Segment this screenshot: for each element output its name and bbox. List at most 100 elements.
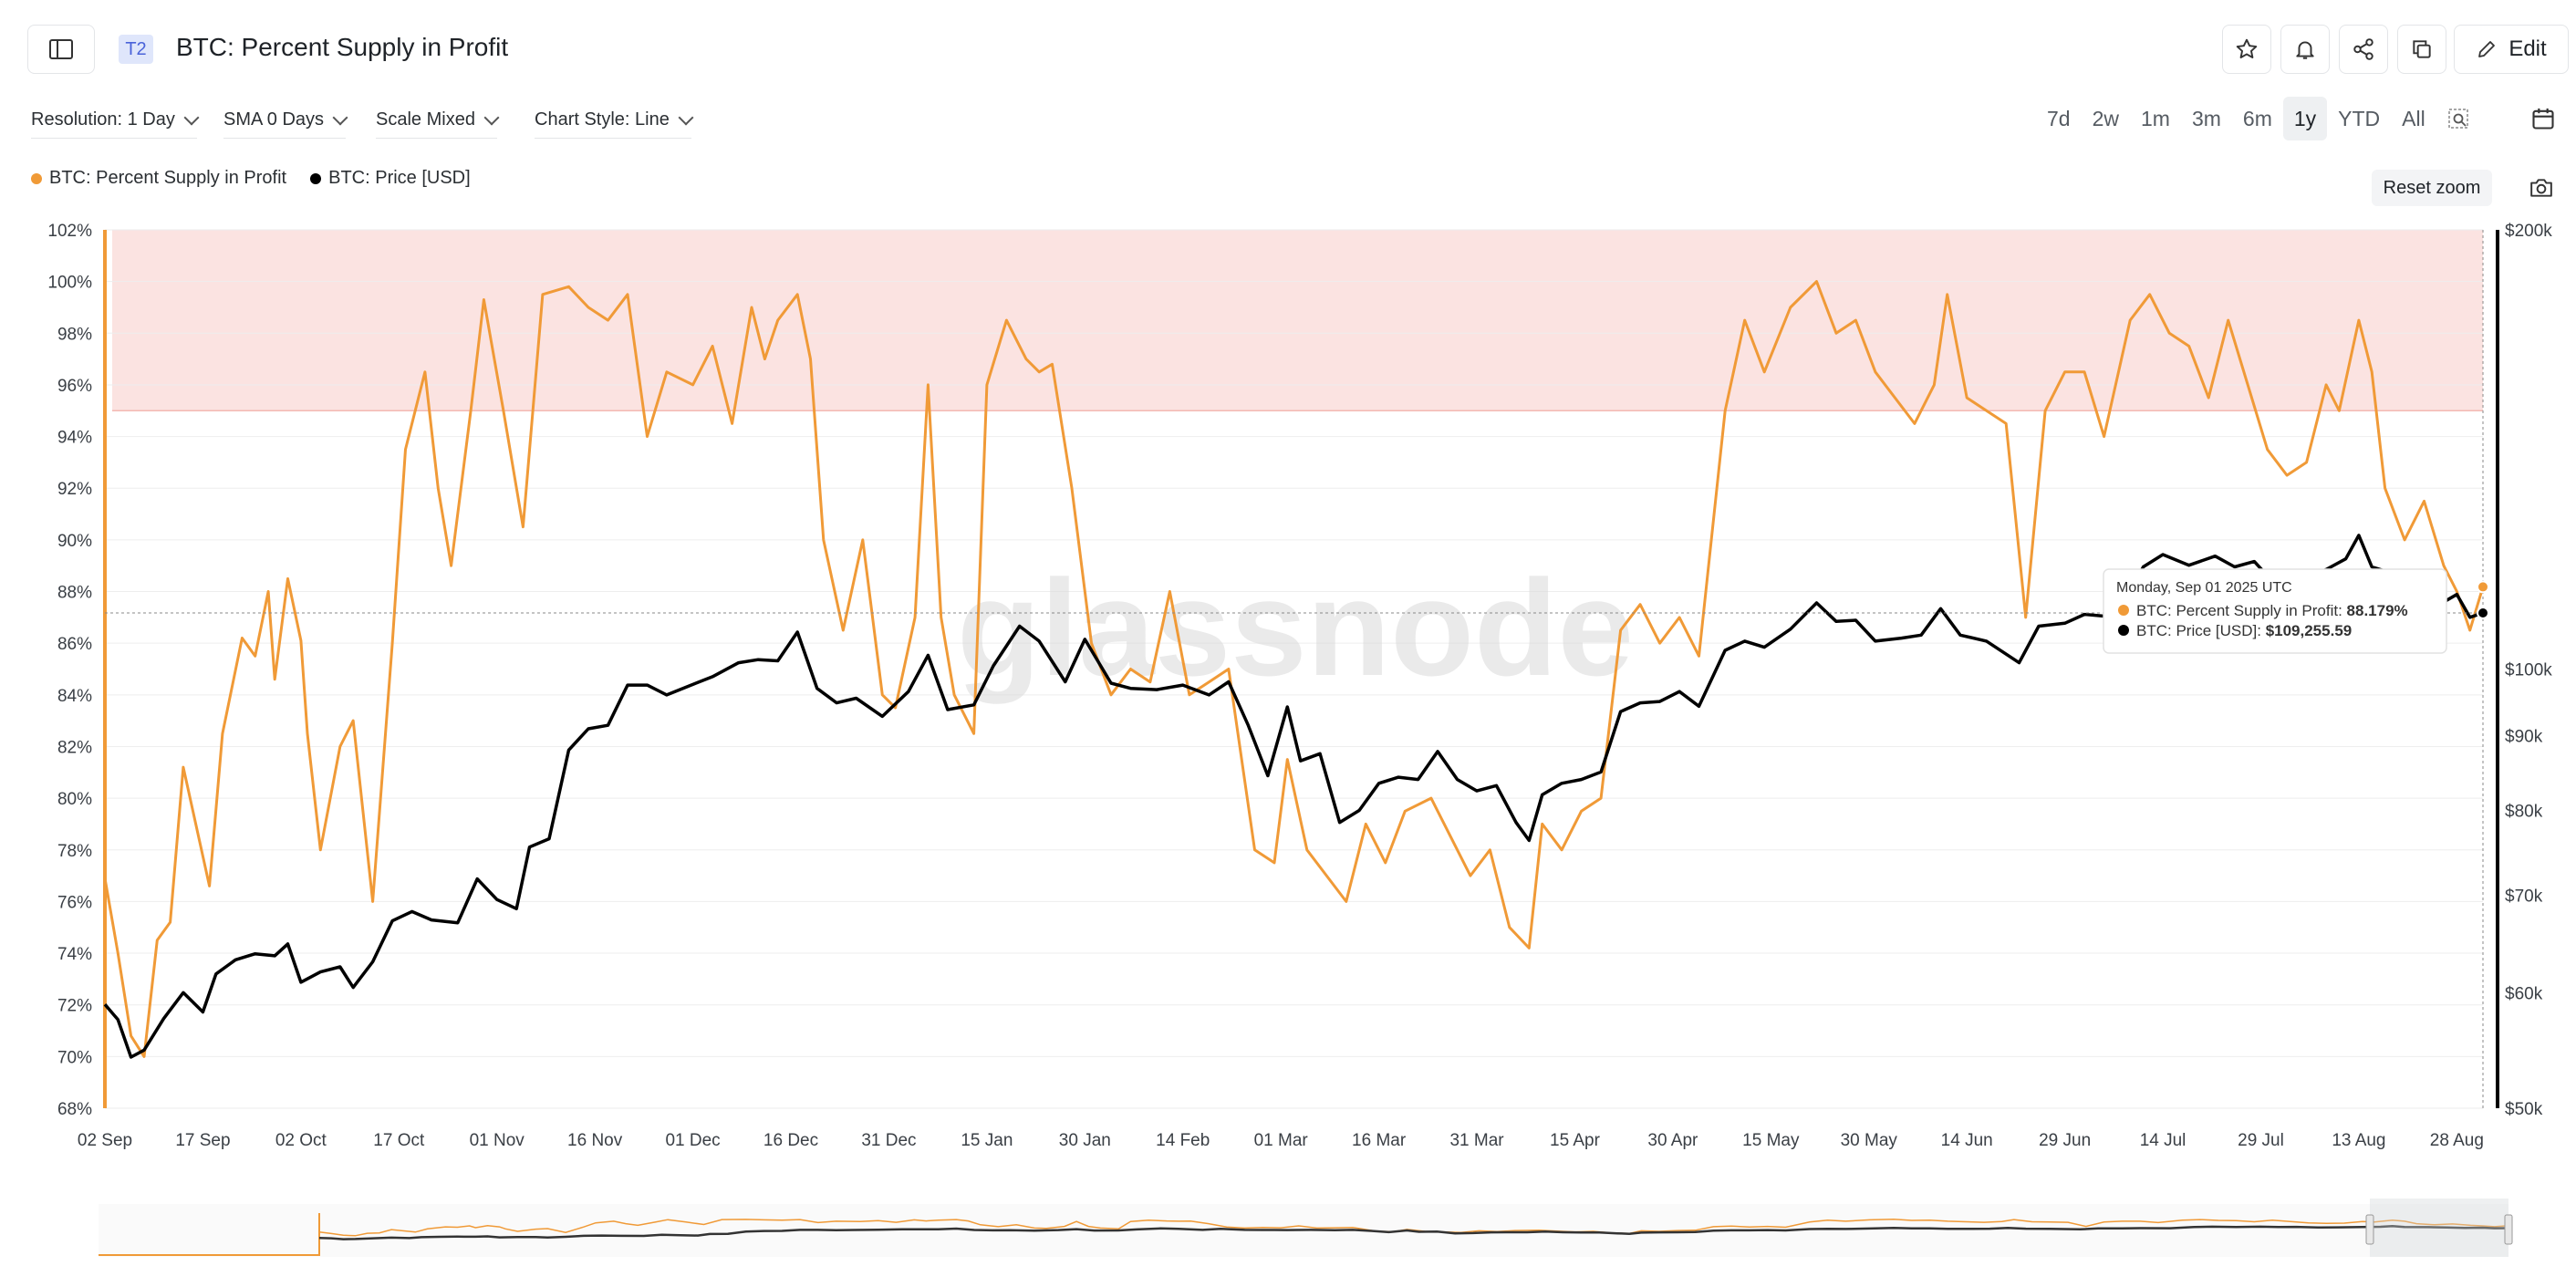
- resolution-dropdown[interactable]: Resolution: 1 Day: [31, 109, 200, 139]
- x-tick-label: 17 Oct: [373, 1131, 425, 1150]
- navigator-handle-right: [2504, 1214, 2513, 1245]
- range-6m[interactable]: 6m: [2242, 107, 2272, 130]
- y-right-tick-label: $50k: [2505, 1100, 2543, 1119]
- zoom-area-icon: [2447, 109, 2468, 129]
- x-tick-label: 15 Jan: [961, 1131, 1013, 1150]
- x-tick-label: 16 Dec: [763, 1131, 818, 1150]
- chart-style-label: Chart Style: Line: [535, 109, 670, 130]
- range-3m[interactable]: 3m: [2191, 107, 2221, 130]
- x-tick-label: 15 May: [1742, 1131, 1800, 1150]
- y-right-tick-label: $60k: [2505, 984, 2543, 1003]
- zoom-select-button[interactable]: [2436, 97, 2480, 140]
- supply-hover-marker: [2477, 580, 2489, 594]
- star-icon: [2236, 38, 2258, 58]
- sidebar-toggle-button[interactable]: [27, 25, 95, 74]
- legend-item-price[interactable]: BTC: Price [USD]: [310, 168, 471, 189]
- supply-in-profit-line: [103, 280, 2485, 1058]
- chart-legend: BTC: Percent Supply in Profit BTC: Price…: [31, 168, 471, 189]
- y-left-tick-label: 102%: [47, 222, 92, 241]
- screenshot-button[interactable]: [2523, 171, 2560, 204]
- calendar-icon: [2532, 108, 2554, 130]
- x-tick-label: 17 Sep: [175, 1131, 230, 1150]
- sma-label: SMA 0 Days: [223, 109, 325, 130]
- y-left-tick-label: 90%: [57, 532, 92, 551]
- legend-item-supply[interactable]: BTC: Percent Supply in Profit: [31, 168, 286, 189]
- range-2w[interactable]: 2w: [2092, 107, 2119, 130]
- y-right-tick-label: $200k: [2505, 222, 2552, 241]
- range-ytd[interactable]: YTD: [2338, 107, 2381, 130]
- y-left-tick-label: 96%: [57, 377, 92, 396]
- navigator-supply-line: [318, 1219, 2508, 1237]
- y-left-tick-label: 68%: [57, 1100, 92, 1119]
- share-button[interactable]: [2339, 25, 2388, 74]
- tooltip-supply-row: BTC: Percent Supply in Profit: 88.179%: [2136, 602, 2408, 619]
- favorite-button[interactable]: [2222, 25, 2271, 74]
- alert-button[interactable]: [2280, 25, 2330, 74]
- date-picker-button[interactable]: [2519, 95, 2567, 142]
- chevron-down-icon: [183, 109, 200, 125]
- x-tick-label: 01 Nov: [470, 1131, 525, 1150]
- y-left-tick-label: 70%: [57, 1048, 92, 1067]
- profit-zone-band: [112, 230, 2483, 411]
- y-left-tick-label: 98%: [57, 325, 92, 344]
- x-tick-label: 14 Feb: [1156, 1131, 1210, 1150]
- y-right-tick-label: $100k: [2505, 661, 2552, 680]
- range-1y[interactable]: 1y: [2282, 97, 2328, 140]
- copy-icon: [2413, 40, 2431, 58]
- price-line: [103, 534, 2484, 1059]
- y-left-tick-label: 82%: [57, 738, 92, 757]
- tooltip-price-row: BTC: Price [USD]: $109,255.59: [2136, 622, 2352, 639]
- y-left-tick-label: 78%: [57, 842, 92, 861]
- x-tick-label: 16 Nov: [567, 1131, 623, 1150]
- x-tick-label: 01 Dec: [665, 1131, 720, 1150]
- x-tick-label: 30 Jan: [1059, 1131, 1111, 1150]
- edit-label: Edit: [2508, 36, 2547, 61]
- x-tick-label: 30 Apr: [1647, 1131, 1698, 1150]
- duplicate-button[interactable]: [2397, 25, 2446, 74]
- range-all[interactable]: All: [2402, 107, 2425, 130]
- y-left-tick-label: 74%: [57, 945, 92, 964]
- range-7d[interactable]: 7d: [2047, 107, 2071, 130]
- x-tick-label: 31 Mar: [1449, 1131, 1504, 1150]
- sma-dropdown[interactable]: SMA 0 Days: [223, 109, 348, 139]
- x-tick-label: 28 Aug: [2430, 1131, 2484, 1150]
- x-tick-label: 16 Mar: [1352, 1131, 1407, 1150]
- y-left-tick-label: 94%: [57, 429, 92, 448]
- legend-swatch-supply: [31, 172, 42, 184]
- x-tick-label: 01 Mar: [1254, 1131, 1309, 1150]
- navigator-selection: [2370, 1199, 2508, 1257]
- y-left-tick-label: 72%: [57, 997, 92, 1016]
- legend-swatch-price: [310, 172, 322, 184]
- resolution-label: Resolution: 1 Day: [31, 109, 175, 130]
- y-left-tick-label: 92%: [57, 480, 92, 499]
- scale-dropdown[interactable]: Scale Mixed: [376, 109, 500, 139]
- y-left-tick-label: 80%: [57, 790, 92, 809]
- chevron-down-icon: [678, 109, 694, 125]
- chart-style-dropdown[interactable]: Chart Style: Line: [535, 109, 694, 139]
- tier-badge: T2: [119, 35, 153, 64]
- time-range-selector: 7d 2w 1m 3m 6m 1y YTD All: [2036, 97, 2480, 140]
- y-right-tick-label: $80k: [2505, 803, 2543, 822]
- y-left-tick-label: 86%: [57, 635, 92, 654]
- bell-icon: [2296, 41, 2314, 59]
- x-tick-label: 13 Aug: [2332, 1131, 2385, 1150]
- x-tick-label: 02 Sep: [78, 1131, 132, 1150]
- y-right-tick-label: $90k: [2505, 728, 2543, 747]
- navigator-supply-history: [99, 1213, 320, 1256]
- edit-button[interactable]: Edit: [2454, 25, 2569, 74]
- navigator-handle-left: [2365, 1214, 2374, 1245]
- x-tick-label: 14 Jul: [2140, 1131, 2186, 1150]
- tooltip-swatch-supply: [2118, 605, 2129, 616]
- reset-zoom-button[interactable]: Reset zoom: [2372, 170, 2492, 206]
- sidebar-icon: [49, 39, 73, 59]
- page-title: BTC: Percent Supply in Profit: [176, 33, 509, 61]
- top-bar: T2 BTC: Percent Supply in Profit Edit: [0, 0, 2576, 100]
- camera-icon: [2530, 179, 2552, 197]
- range-1m[interactable]: 1m: [2141, 107, 2170, 130]
- tooltip-box: [2103, 568, 2447, 654]
- x-tick-label: 30 May: [1841, 1131, 1898, 1150]
- scale-label: Scale Mixed: [376, 109, 475, 130]
- y-left-tick-label: 88%: [57, 584, 92, 603]
- share-icon: [2353, 38, 2373, 60]
